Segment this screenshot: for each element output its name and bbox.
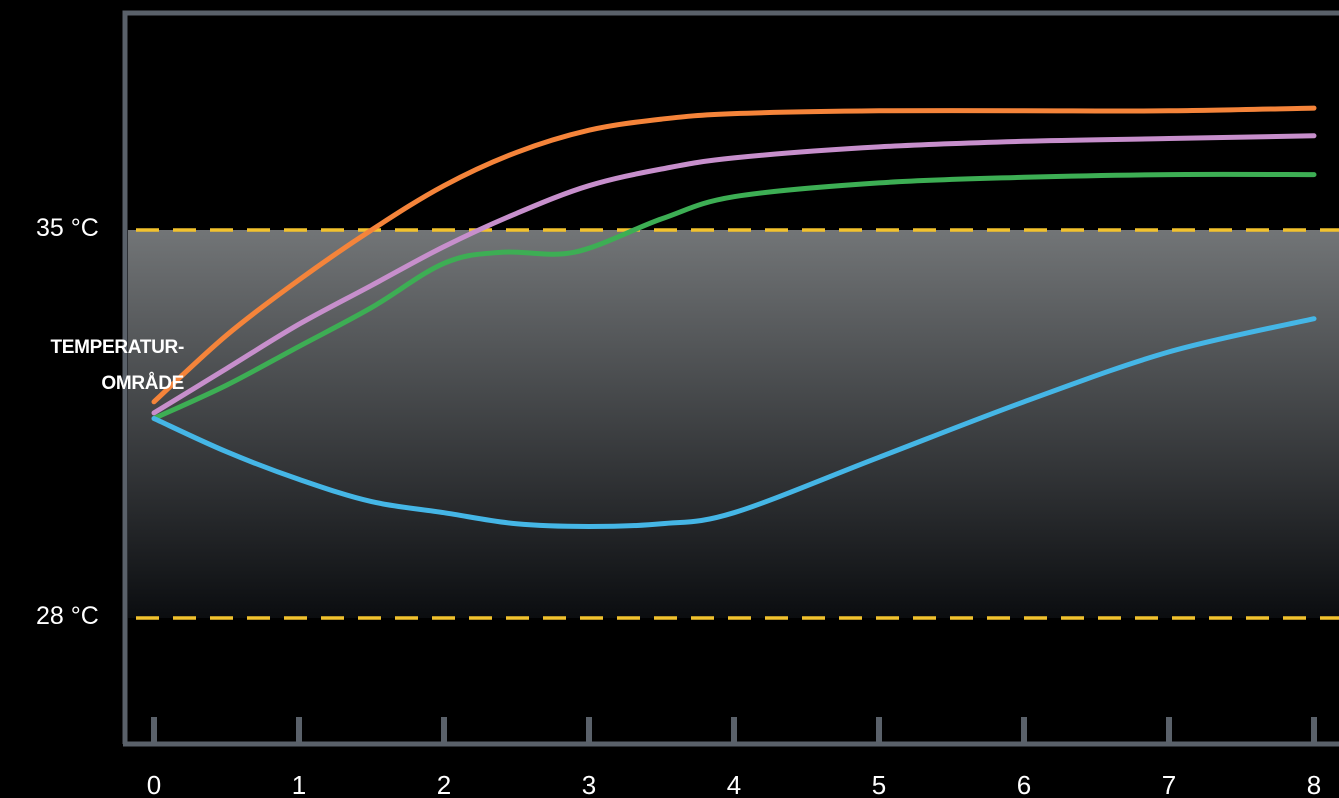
series-line-2	[151, 133, 1317, 416]
x-tick-label-0: 0	[147, 770, 161, 798]
y-label-35c: 35 °C	[36, 214, 99, 242]
x-tick-label-5: 5	[872, 770, 886, 798]
temperature-range-band	[128, 230, 1339, 618]
plot-frame-top-left	[122, 10, 1339, 744]
series-line-4	[151, 316, 1317, 529]
x-tick-label-3: 3	[582, 770, 596, 798]
region-label-line-1: TEMPERATUR-	[50, 337, 184, 358]
x-tick-label-4: 4	[727, 770, 741, 798]
series-line-3	[151, 171, 1317, 421]
x-tick-label-8: 8	[1307, 770, 1321, 798]
x-tick-label-6: 6	[1017, 770, 1031, 798]
x-tick-label-1: 1	[292, 770, 306, 798]
x-tick-label-7: 7	[1162, 770, 1176, 798]
temperature-range-label: TEMPERATUR- OMRÅDE	[4, 330, 184, 402]
y-label-28c: 28 °C	[36, 602, 99, 630]
x-tick-label-2: 2	[437, 770, 451, 798]
region-label-line-2: OMRÅDE	[101, 373, 184, 394]
series-line-1	[151, 105, 1317, 405]
